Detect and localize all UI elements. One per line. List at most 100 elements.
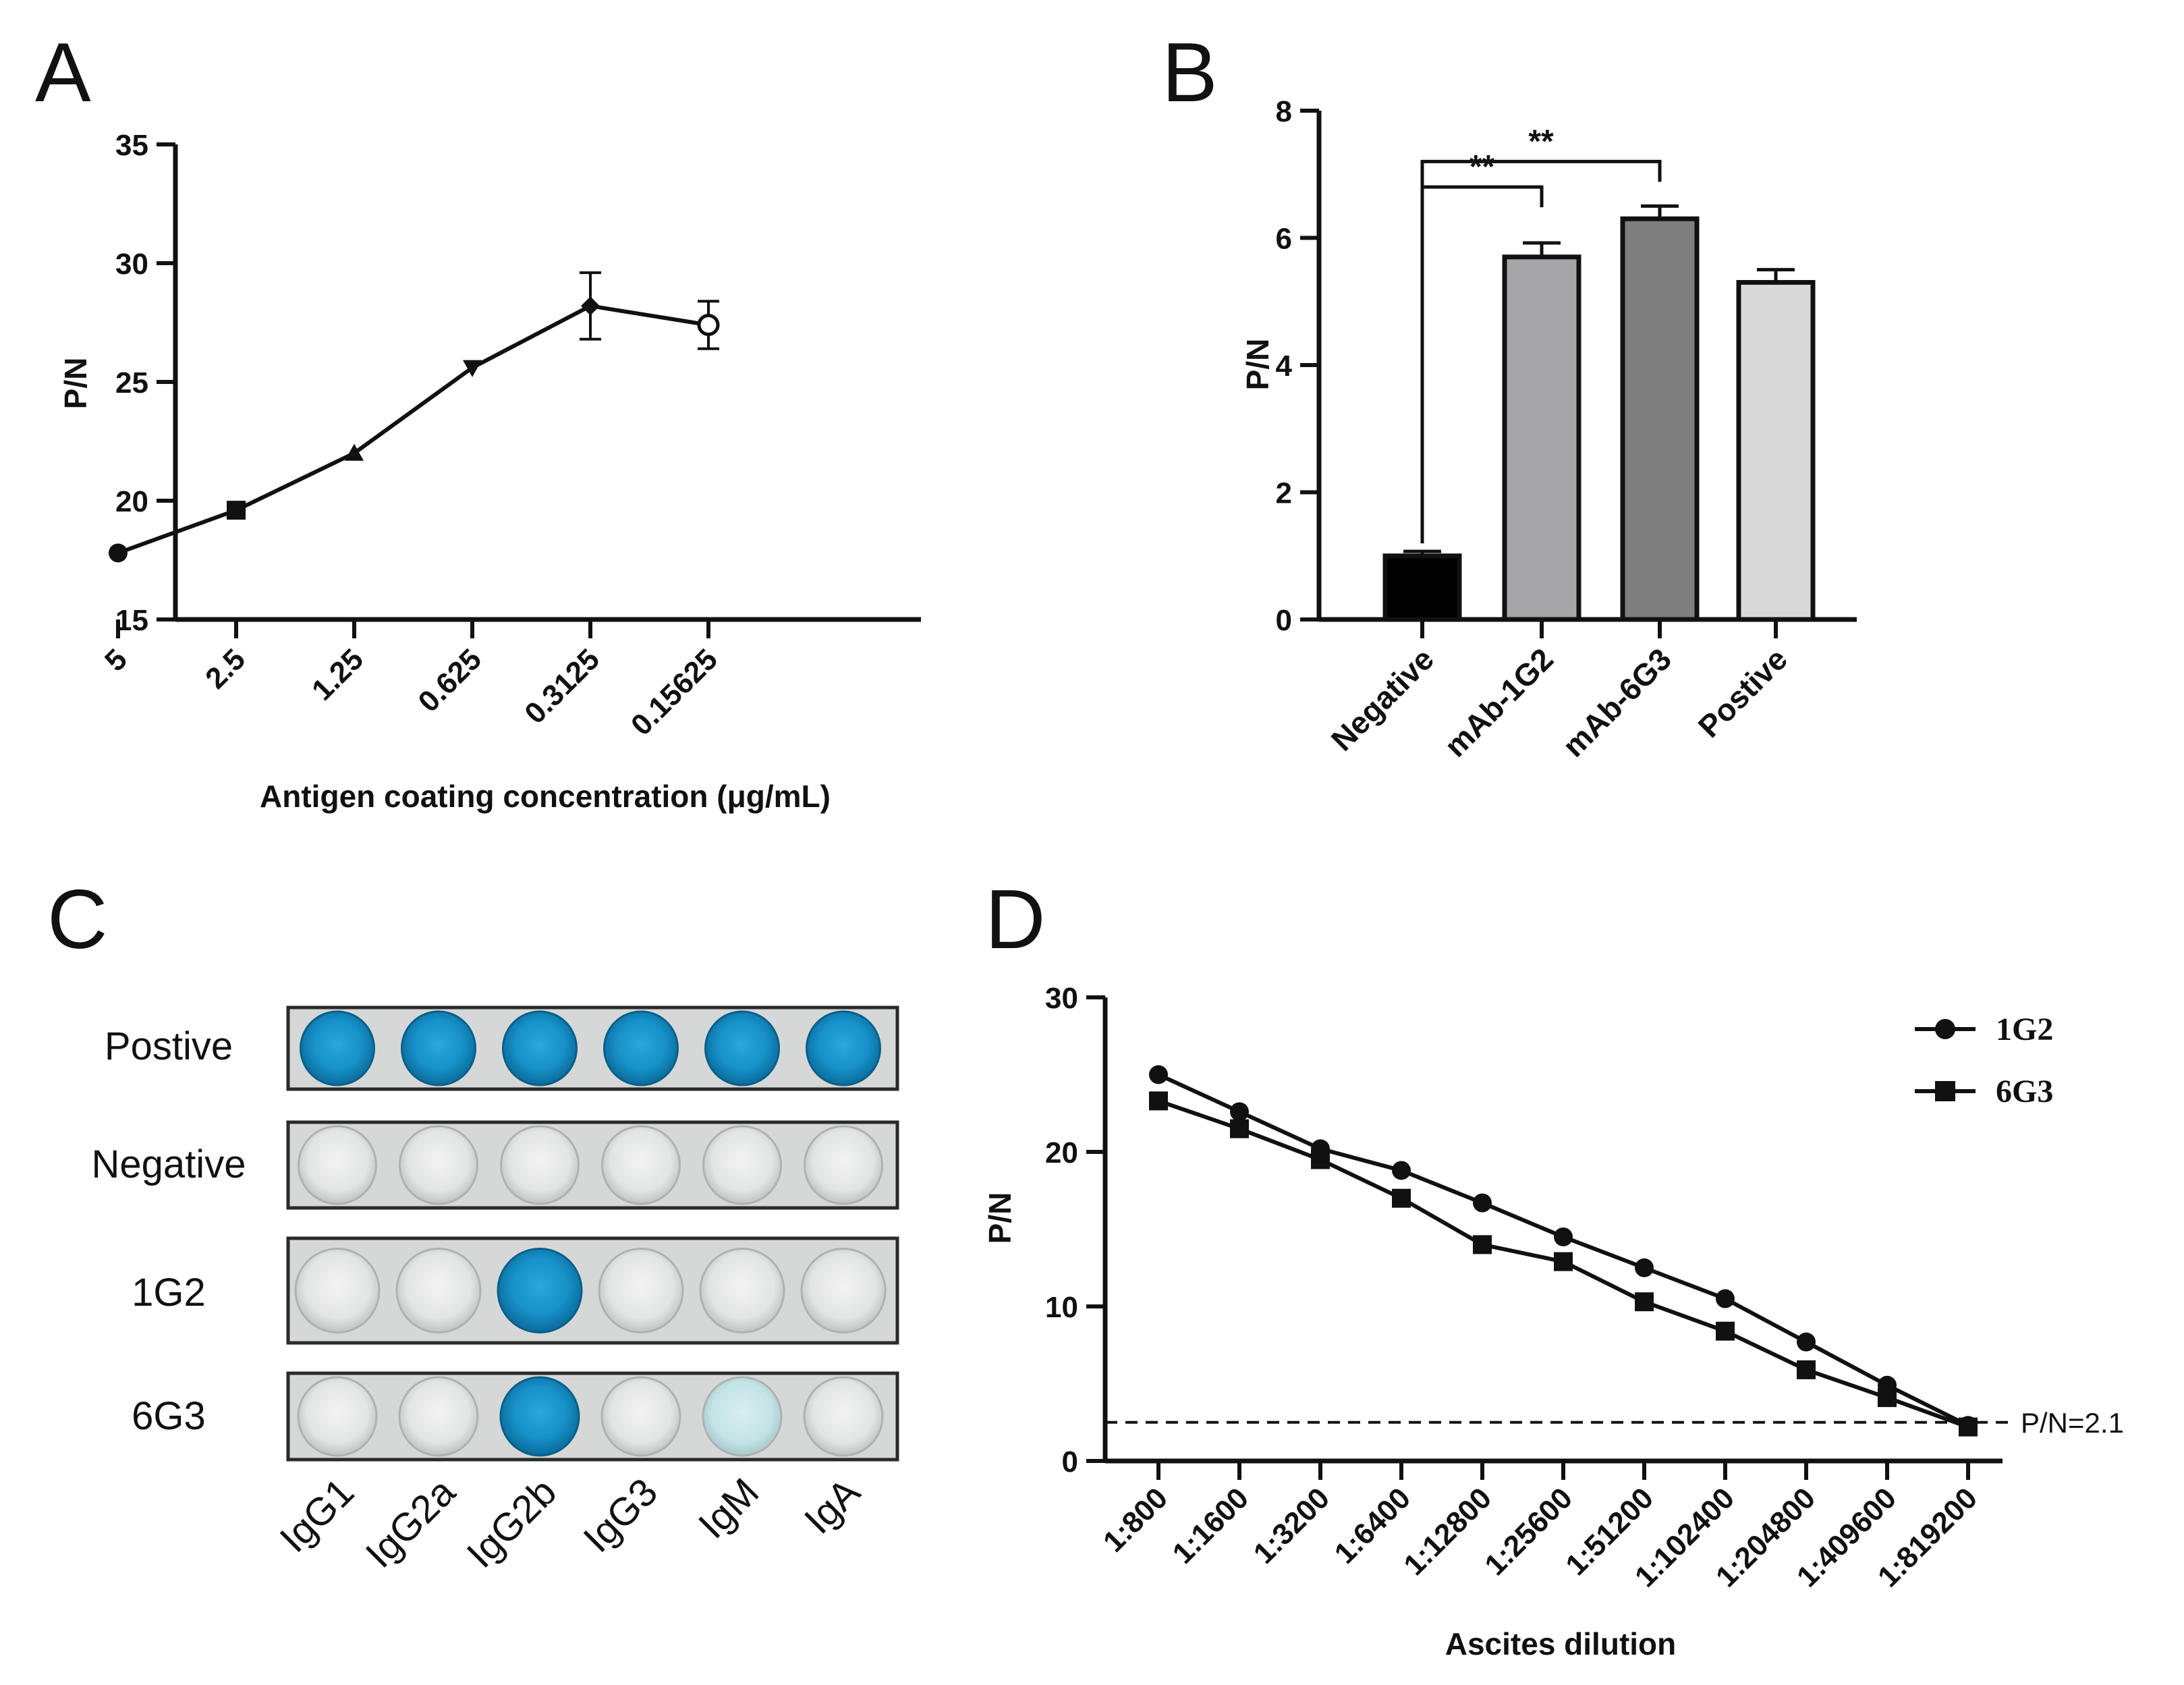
chart-d-point-1G2	[1797, 1332, 1816, 1352]
chart-d-point-6G3	[1959, 1417, 1978, 1437]
plate-well	[702, 1125, 782, 1205]
chart-d-y-axis-label: P/N	[982, 1192, 1017, 1244]
plate-column-label: IgA	[796, 1470, 869, 1543]
plate-well	[401, 1010, 476, 1086]
plate-well	[497, 1248, 583, 1333]
chart-d-point-1G2	[1392, 1161, 1411, 1180]
chart-b-x-tick-label: mAb-1G2	[1438, 641, 1560, 763]
chart-a-x-tick-label: 0.625	[412, 642, 488, 719]
chart-b-y-tick-label: 0	[1276, 604, 1292, 637]
chart-a-x-axis-label: Antigen coating concentration (μg/mL)	[260, 779, 831, 814]
plate-column-label: IgG2b	[459, 1470, 565, 1576]
chart-a-x-tick-label: 0.15625	[625, 642, 724, 742]
chart-d-point-6G3	[1230, 1119, 1249, 1138]
plate-well	[601, 1125, 681, 1205]
plate-column-label: IgG1	[271, 1470, 362, 1561]
chart-b-y-tick-label: 2	[1276, 477, 1292, 510]
chart-d-legend-marker	[1935, 1019, 1955, 1039]
panel-letter-d: D	[985, 873, 1046, 966]
plate-well	[603, 1010, 679, 1086]
chart-b-x-tick-label: mAb-6G3	[1556, 641, 1678, 763]
chart-d-series-line-1G2	[1157, 1072, 1969, 1428]
chart-d-x-tick-label: 1:12800	[1397, 1481, 1498, 1582]
chart-a-point	[463, 360, 482, 377]
plate-well	[800, 1248, 887, 1333]
chart-d-point-6G3	[1311, 1150, 1330, 1169]
chart-b-significance-bracket	[1420, 159, 1662, 544]
plate-strip	[286, 1371, 899, 1462]
plate-well	[704, 1010, 780, 1086]
panel-letter-a: A	[35, 26, 91, 119]
plate-well	[500, 1125, 580, 1205]
plate-well	[298, 1125, 377, 1205]
plate-well	[502, 1010, 578, 1086]
chart-a-series-line	[117, 304, 709, 555]
plate-strip	[286, 1005, 899, 1091]
chart-b-significance-label: **	[1528, 123, 1554, 159]
plate-strip	[286, 1120, 899, 1210]
chart-b-bar	[1382, 553, 1462, 622]
chart-a-y-tick-label: 30	[115, 248, 148, 281]
chart-a-y-tick-label: 25	[115, 366, 148, 399]
chart-d-y-tick-label: 30	[1045, 982, 1078, 1015]
chart-a-point	[109, 543, 128, 563]
chart-d: 01020301:8001:16001:32001:64001:128001:2…	[1045, 982, 2124, 1594]
chart-d-point-6G3	[1392, 1188, 1411, 1208]
plate-well	[297, 1376, 378, 1457]
chart-a-x-tick-label: 5	[99, 642, 134, 678]
chart-d-y-tick-label: 0	[1062, 1445, 1078, 1479]
chart-b-significance-label: **	[1469, 149, 1495, 185]
panel-letter-b: B	[1162, 26, 1218, 119]
chart-d-point-6G3	[1554, 1252, 1573, 1271]
chart-b-y-axis-label: P/N	[1240, 339, 1275, 391]
chart-a: 15 20 25 30 35 5 2.5 1.25 0.625 0.3125 0.15625	[99, 129, 921, 742]
plate-well	[702, 1376, 783, 1457]
chart-d-y-tick-label: 10	[1045, 1291, 1078, 1324]
chart-b-x-tick-label: Negative	[1324, 641, 1440, 757]
plate-well	[294, 1248, 381, 1333]
plate-strip	[286, 1236, 899, 1345]
chart-d-point-6G3	[1878, 1388, 1897, 1408]
chart-a-point	[227, 501, 246, 520]
plate-well	[804, 1125, 883, 1205]
panel-letter-c: C	[47, 873, 108, 966]
chart-d-point-1G2	[1230, 1102, 1249, 1122]
chart-d-point-6G3	[1635, 1292, 1654, 1312]
plate-well	[398, 1376, 479, 1457]
plate-row-label: 6G3	[132, 1394, 206, 1438]
chart-a-point	[345, 443, 364, 461]
chart-b-y-tick-label: 4	[1276, 350, 1293, 383]
chart-d-legend-label: 1G2	[1996, 1012, 2053, 1047]
plate-well	[699, 1248, 785, 1333]
chart-d-x-tick-label: 1:25600	[1478, 1481, 1579, 1582]
chart-d-legend-label: 6G3	[1996, 1074, 2053, 1109]
plate-row-label: Postive	[105, 1024, 233, 1068]
chart-d-point-1G2	[1473, 1193, 1492, 1213]
chart-a-x-tick-label: 1.25	[306, 642, 370, 707]
chart-d-x-tick-label: 1:3200	[1248, 1481, 1337, 1570]
plate-well	[499, 1376, 580, 1457]
plate-column-label: IgM	[690, 1470, 767, 1547]
chart-d-point-1G2	[1716, 1289, 1735, 1308]
plate-column-label: IgG3	[575, 1470, 666, 1561]
chart-d-point-6G3	[1149, 1091, 1168, 1111]
chart-d-point-1G2	[1554, 1227, 1573, 1246]
chart-b-bar	[1736, 279, 1816, 622]
chart-d-point-1G2	[1149, 1065, 1168, 1084]
chart-a-y-tick-label: 35	[115, 129, 148, 162]
chart-d-x-tick-label: 1:800	[1097, 1481, 1174, 1558]
plate-row-label: Negative	[92, 1142, 246, 1186]
chart-a-y-tick-label: 20	[115, 485, 148, 518]
chart-b-bar	[1620, 216, 1700, 622]
chart-d-reference-label: P/N=2.1	[2021, 1407, 2124, 1439]
chart-a-x-tick-label: 2.5	[199, 642, 252, 695]
chart-d-point-6G3	[1473, 1235, 1492, 1254]
plate-well	[598, 1248, 684, 1333]
plate-well	[300, 1010, 375, 1086]
plate-well	[803, 1376, 884, 1457]
plate-row-label: 1G2	[132, 1271, 206, 1315]
plate-well	[399, 1125, 478, 1205]
chart-d-point-1G2	[1635, 1258, 1654, 1277]
plate-well	[600, 1376, 681, 1457]
